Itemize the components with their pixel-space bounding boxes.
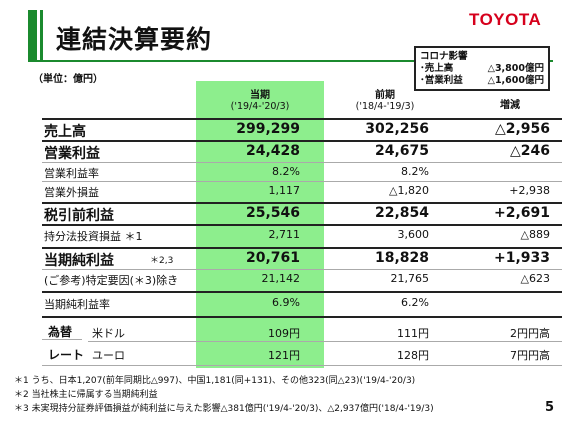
header-prior-period: ('18/4-'19/3) — [355, 101, 415, 112]
fx-label-bottom: レート — [48, 348, 85, 362]
header-change: 増減 — [500, 100, 520, 111]
row-label: 売上高 — [44, 124, 86, 140]
cell-current: 25,546 — [245, 205, 300, 221]
corona-row: ･営業利益 △1,600億円 — [420, 75, 544, 87]
corona-row-value: △3,800億円 — [487, 63, 544, 74]
table-divider — [42, 162, 562, 163]
header-prior: 前期 — [375, 90, 395, 101]
cell-prior: 18,828 — [374, 250, 429, 266]
cell-change: +1,933 — [493, 250, 550, 266]
fx-usd-prior: 111円 — [397, 327, 429, 340]
footnote: ＊2 当社株主に帰属する当期純利益 — [14, 390, 158, 400]
cell-current: 1,117 — [268, 184, 301, 197]
fx-usd-current: 109円 — [268, 327, 300, 340]
cell-current: 24,428 — [245, 143, 300, 159]
toyota-logo: TOYOTA — [469, 10, 542, 29]
footnote: ＊3 未実現持分証券評価損益が純利益に与えた影響△381億円('19/4-'20… — [14, 404, 434, 414]
fx-label-top: 為替 — [48, 325, 73, 339]
row-label: 当期純利益率 — [44, 298, 110, 311]
cell-prior: 24,675 — [374, 143, 429, 159]
row-label: 当期純利益 — [44, 253, 114, 269]
cell-change: +2,938 — [509, 184, 550, 197]
table-divider — [42, 247, 562, 249]
row-label: 税引前利益 — [44, 208, 114, 224]
cell-prior: △1,820 — [389, 184, 429, 197]
cell-current: 2,711 — [268, 228, 301, 241]
fx-eur-change: 7円円高 — [510, 349, 550, 362]
cell-change: △623 — [520, 272, 550, 285]
table-divider — [42, 269, 562, 270]
page-title: 連結決算要約 — [56, 25, 213, 54]
row-label: (ご参考)特定要因(＊3)除き — [44, 274, 179, 287]
fx-label-divider — [42, 339, 82, 340]
row-label: 営業利益 — [44, 146, 100, 162]
table-divider — [88, 341, 562, 342]
table-divider — [42, 140, 562, 142]
fx-usd-label: 米ドル — [92, 327, 125, 340]
cell-prior: 6.2% — [401, 296, 429, 309]
cell-current: 299,299 — [236, 121, 300, 137]
cell-current: 6.9% — [272, 296, 300, 309]
page-number: 5 — [545, 400, 555, 415]
table-divider — [42, 316, 562, 318]
cell-change: +2,691 — [493, 205, 550, 221]
corona-row-label: ･売上高 — [420, 63, 454, 74]
cell-change: △2,956 — [494, 121, 550, 137]
row-label: 営業利益率 — [44, 167, 99, 180]
title-accent-bar-thin — [40, 10, 43, 60]
corona-impact-box: コロナ影響 ･売上高 △3,800億円 ･営業利益 △1,600億円 — [414, 46, 550, 91]
table-divider — [42, 224, 562, 226]
cell-current: 8.2% — [272, 165, 300, 178]
cell-change: △889 — [520, 228, 550, 241]
cell-prior: 22,854 — [374, 205, 429, 221]
row-label: 営業外損益 — [44, 186, 99, 199]
unit-label: （単位：億円） — [33, 74, 103, 85]
table-divider — [42, 118, 562, 120]
table-divider — [42, 365, 562, 366]
title-accent-bar — [28, 10, 37, 60]
footnote: ＊1 うち、日本1,207(前年同期比△997)、中国1,181(同+131)、… — [14, 376, 416, 386]
fx-eur-prior: 128円 — [397, 349, 429, 362]
table-divider — [42, 291, 562, 293]
corona-row-value: △1,600億円 — [487, 75, 544, 86]
corona-heading: コロナ影響 — [420, 51, 468, 62]
corona-row-label: ･営業利益 — [420, 75, 463, 86]
table-divider — [42, 202, 562, 204]
title-underline — [28, 60, 553, 62]
fx-usd-change: 2円円高 — [510, 327, 550, 340]
fx-eur-label: ユーロ — [92, 349, 125, 362]
cell-current: 21,142 — [261, 272, 301, 285]
row-label-note: ＊2,3 — [150, 256, 174, 266]
table-divider — [42, 181, 562, 182]
cell-prior: 302,256 — [365, 121, 429, 137]
cell-prior: 3,600 — [397, 228, 430, 241]
cell-prior: 21,765 — [390, 272, 430, 285]
cell-current: 20,761 — [245, 250, 300, 266]
corona-row: ･売上高 △3,800億円 — [420, 63, 544, 75]
row-label: 持分法投資損益 ＊1 — [44, 230, 143, 243]
header-current-period: ('19/4-'20/3) — [230, 101, 290, 112]
cell-prior: 8.2% — [401, 165, 429, 178]
fx-eur-current: 121円 — [268, 349, 300, 362]
cell-change: △246 — [510, 143, 550, 159]
header-current: 当期 — [250, 90, 270, 101]
